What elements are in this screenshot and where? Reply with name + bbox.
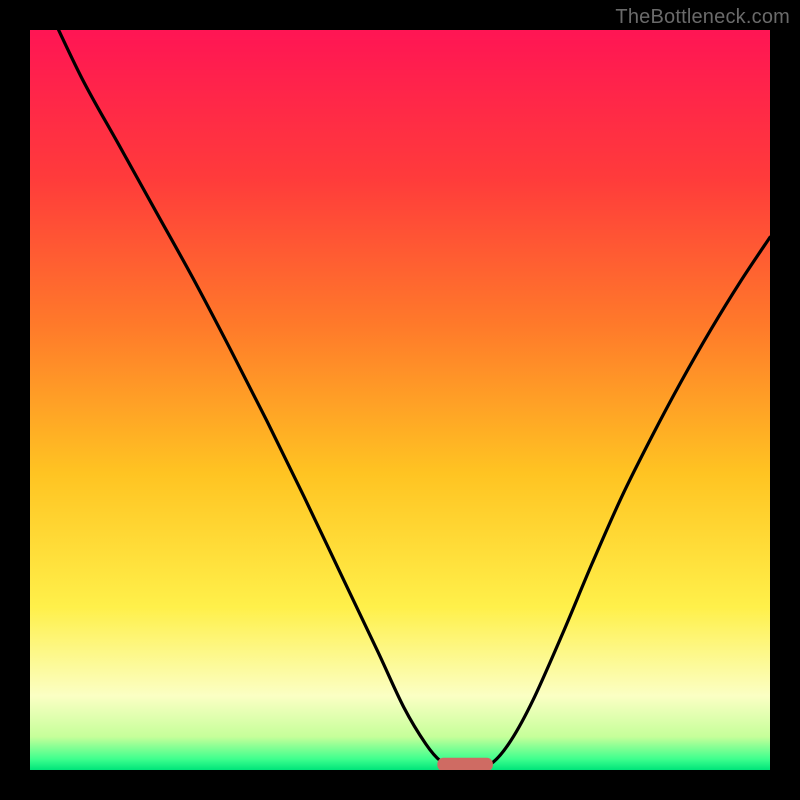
chart-svg [30,30,770,770]
chart-plot-area [30,30,770,770]
optimal-marker [437,758,493,770]
watermark-text: TheBottleneck.com [615,6,790,29]
gradient-background [30,30,770,770]
